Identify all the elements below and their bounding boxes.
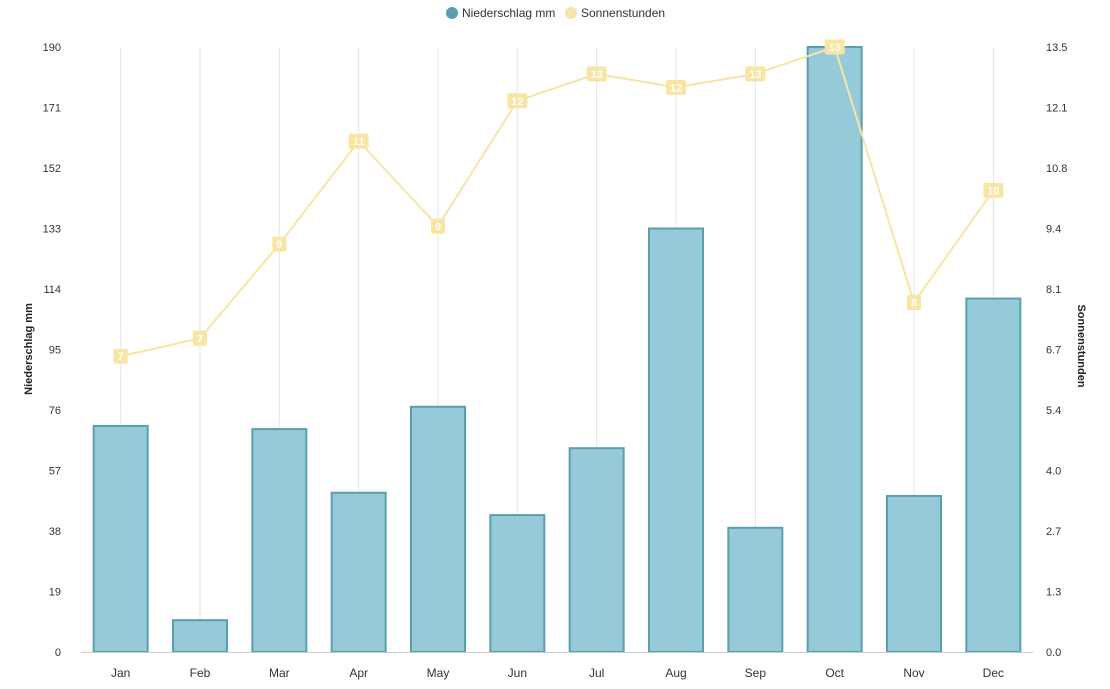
x-tick-label: Oct	[825, 666, 844, 680]
y-right-tick-label: 8.1	[1046, 284, 1061, 296]
y-right-tick-label: 2.7	[1046, 526, 1061, 538]
point-label-jun: 12	[511, 96, 523, 108]
x-tick-label: Apr	[349, 666, 368, 680]
bar-apr[interactable]	[330, 491, 387, 653]
point-marker-oct[interactable]	[824, 39, 845, 55]
point-label-jul: 13	[591, 69, 603, 81]
bar-dec[interactable]	[965, 297, 1022, 653]
bar-mar[interactable]	[251, 428, 308, 653]
bar-may[interactable]	[410, 405, 466, 653]
y-right-tick-label: 0.0	[1046, 647, 1061, 659]
point-label-may: 9	[435, 221, 441, 233]
point-label-oct: 13	[829, 42, 841, 54]
bar-jan[interactable]	[92, 424, 149, 653]
x-tick-label: Feb	[190, 666, 211, 680]
y-left-tick-label: 19	[49, 587, 61, 599]
y-left-tick-label: 57	[49, 466, 61, 478]
point-marker-jun[interactable]	[507, 93, 528, 109]
y-right-tick-label: 12.1	[1046, 103, 1067, 115]
bar-sep[interactable]	[727, 526, 784, 654]
point-label-jan: 7	[118, 351, 124, 363]
point-marker-apr[interactable]	[348, 133, 369, 149]
y-axis-right-title: Sonnenstunden	[1075, 304, 1087, 387]
y-left-tick-label: 0	[55, 647, 61, 659]
point-marker-aug[interactable]	[666, 79, 686, 95]
y-right-tick-label: 10.8	[1046, 163, 1067, 175]
bar-jun[interactable]	[489, 514, 546, 653]
x-tick-label: Nov	[903, 666, 924, 680]
point-label-aug: 12	[670, 82, 682, 94]
point-label-mar: 9	[276, 239, 282, 251]
y-right-tick-label: 1.3	[1046, 587, 1061, 599]
y-left-tick-label: 133	[43, 224, 61, 236]
point-label-feb: 7	[197, 333, 203, 345]
point-marker-nov[interactable]	[907, 294, 921, 310]
x-tick-label: Jun	[508, 666, 527, 680]
point-marker-jul[interactable]	[586, 66, 607, 82]
point-label-dec: 10	[987, 185, 999, 197]
point-marker-may[interactable]	[431, 218, 445, 234]
bar-jul[interactable]	[568, 447, 625, 654]
x-tick-label: Mar	[269, 666, 290, 680]
bar-feb[interactable]	[172, 619, 228, 654]
point-marker-feb[interactable]	[193, 330, 207, 346]
bar-oct[interactable]	[806, 46, 863, 653]
x-tick-label: Jul	[589, 666, 604, 680]
x-tick-label: Sep	[745, 666, 767, 680]
y-left-tick-label: 95	[49, 345, 61, 357]
legend-marker-sonnenstunden[interactable]	[565, 7, 577, 19]
y-right-tick-label: 9.4	[1046, 224, 1061, 236]
point-marker-jan[interactable]	[113, 348, 128, 364]
legend-marker-niederschlag[interactable]	[446, 7, 458, 19]
legend[interactable]: Niederschlag mm Sonnenstunden	[446, 6, 665, 20]
x-tick-label: May	[427, 666, 450, 680]
bar-series	[92, 46, 1022, 654]
point-label-apr: 11	[353, 136, 365, 148]
point-label-sep: 13	[749, 69, 761, 81]
legend-label-niederschlag[interactable]: Niederschlag mm	[462, 6, 555, 20]
point-marker-dec[interactable]	[983, 182, 1004, 198]
point-label-nov: 8	[911, 297, 917, 309]
y-left-tick-label: 171	[43, 103, 61, 115]
line-sonnenstunden	[120, 45, 995, 358]
legend-label-sonnenstunden[interactable]: Sonnenstunden	[581, 6, 665, 20]
point-labels: 7 7 9 11 9 12 13 12 13 13 8 10	[113, 39, 1004, 364]
y-left-tick-label: 38	[49, 526, 61, 538]
y-right-tick-label: 4.0	[1046, 466, 1061, 478]
x-tick-label: Jan	[111, 666, 130, 680]
point-marker-mar[interactable]	[272, 236, 287, 252]
axes: 0 19 38 57 76 95 114 133 152 171 190 0.0 1.3 2.7 4.0 5.…	[43, 42, 1068, 680]
bar-nov[interactable]	[886, 494, 942, 654]
y-right-tick-label: 5.4	[1046, 405, 1061, 417]
y-right-tick-label: 13.5	[1046, 42, 1067, 54]
x-tick-label: Dec	[983, 666, 1004, 680]
x-tick-label: Aug	[665, 666, 686, 680]
bar-aug[interactable]	[648, 227, 704, 653]
line-series	[120, 45, 995, 358]
y-left-tick-label: 190	[43, 42, 61, 54]
y-left-tick-label: 152	[43, 163, 61, 175]
y-left-tick-label: 76	[49, 405, 61, 417]
point-marker-sep[interactable]	[745, 66, 766, 82]
y-right-tick-label: 6.7	[1046, 345, 1061, 357]
y-left-tick-label: 114	[43, 284, 61, 296]
y-axis-left-title: Niederschlag mm	[23, 303, 35, 395]
